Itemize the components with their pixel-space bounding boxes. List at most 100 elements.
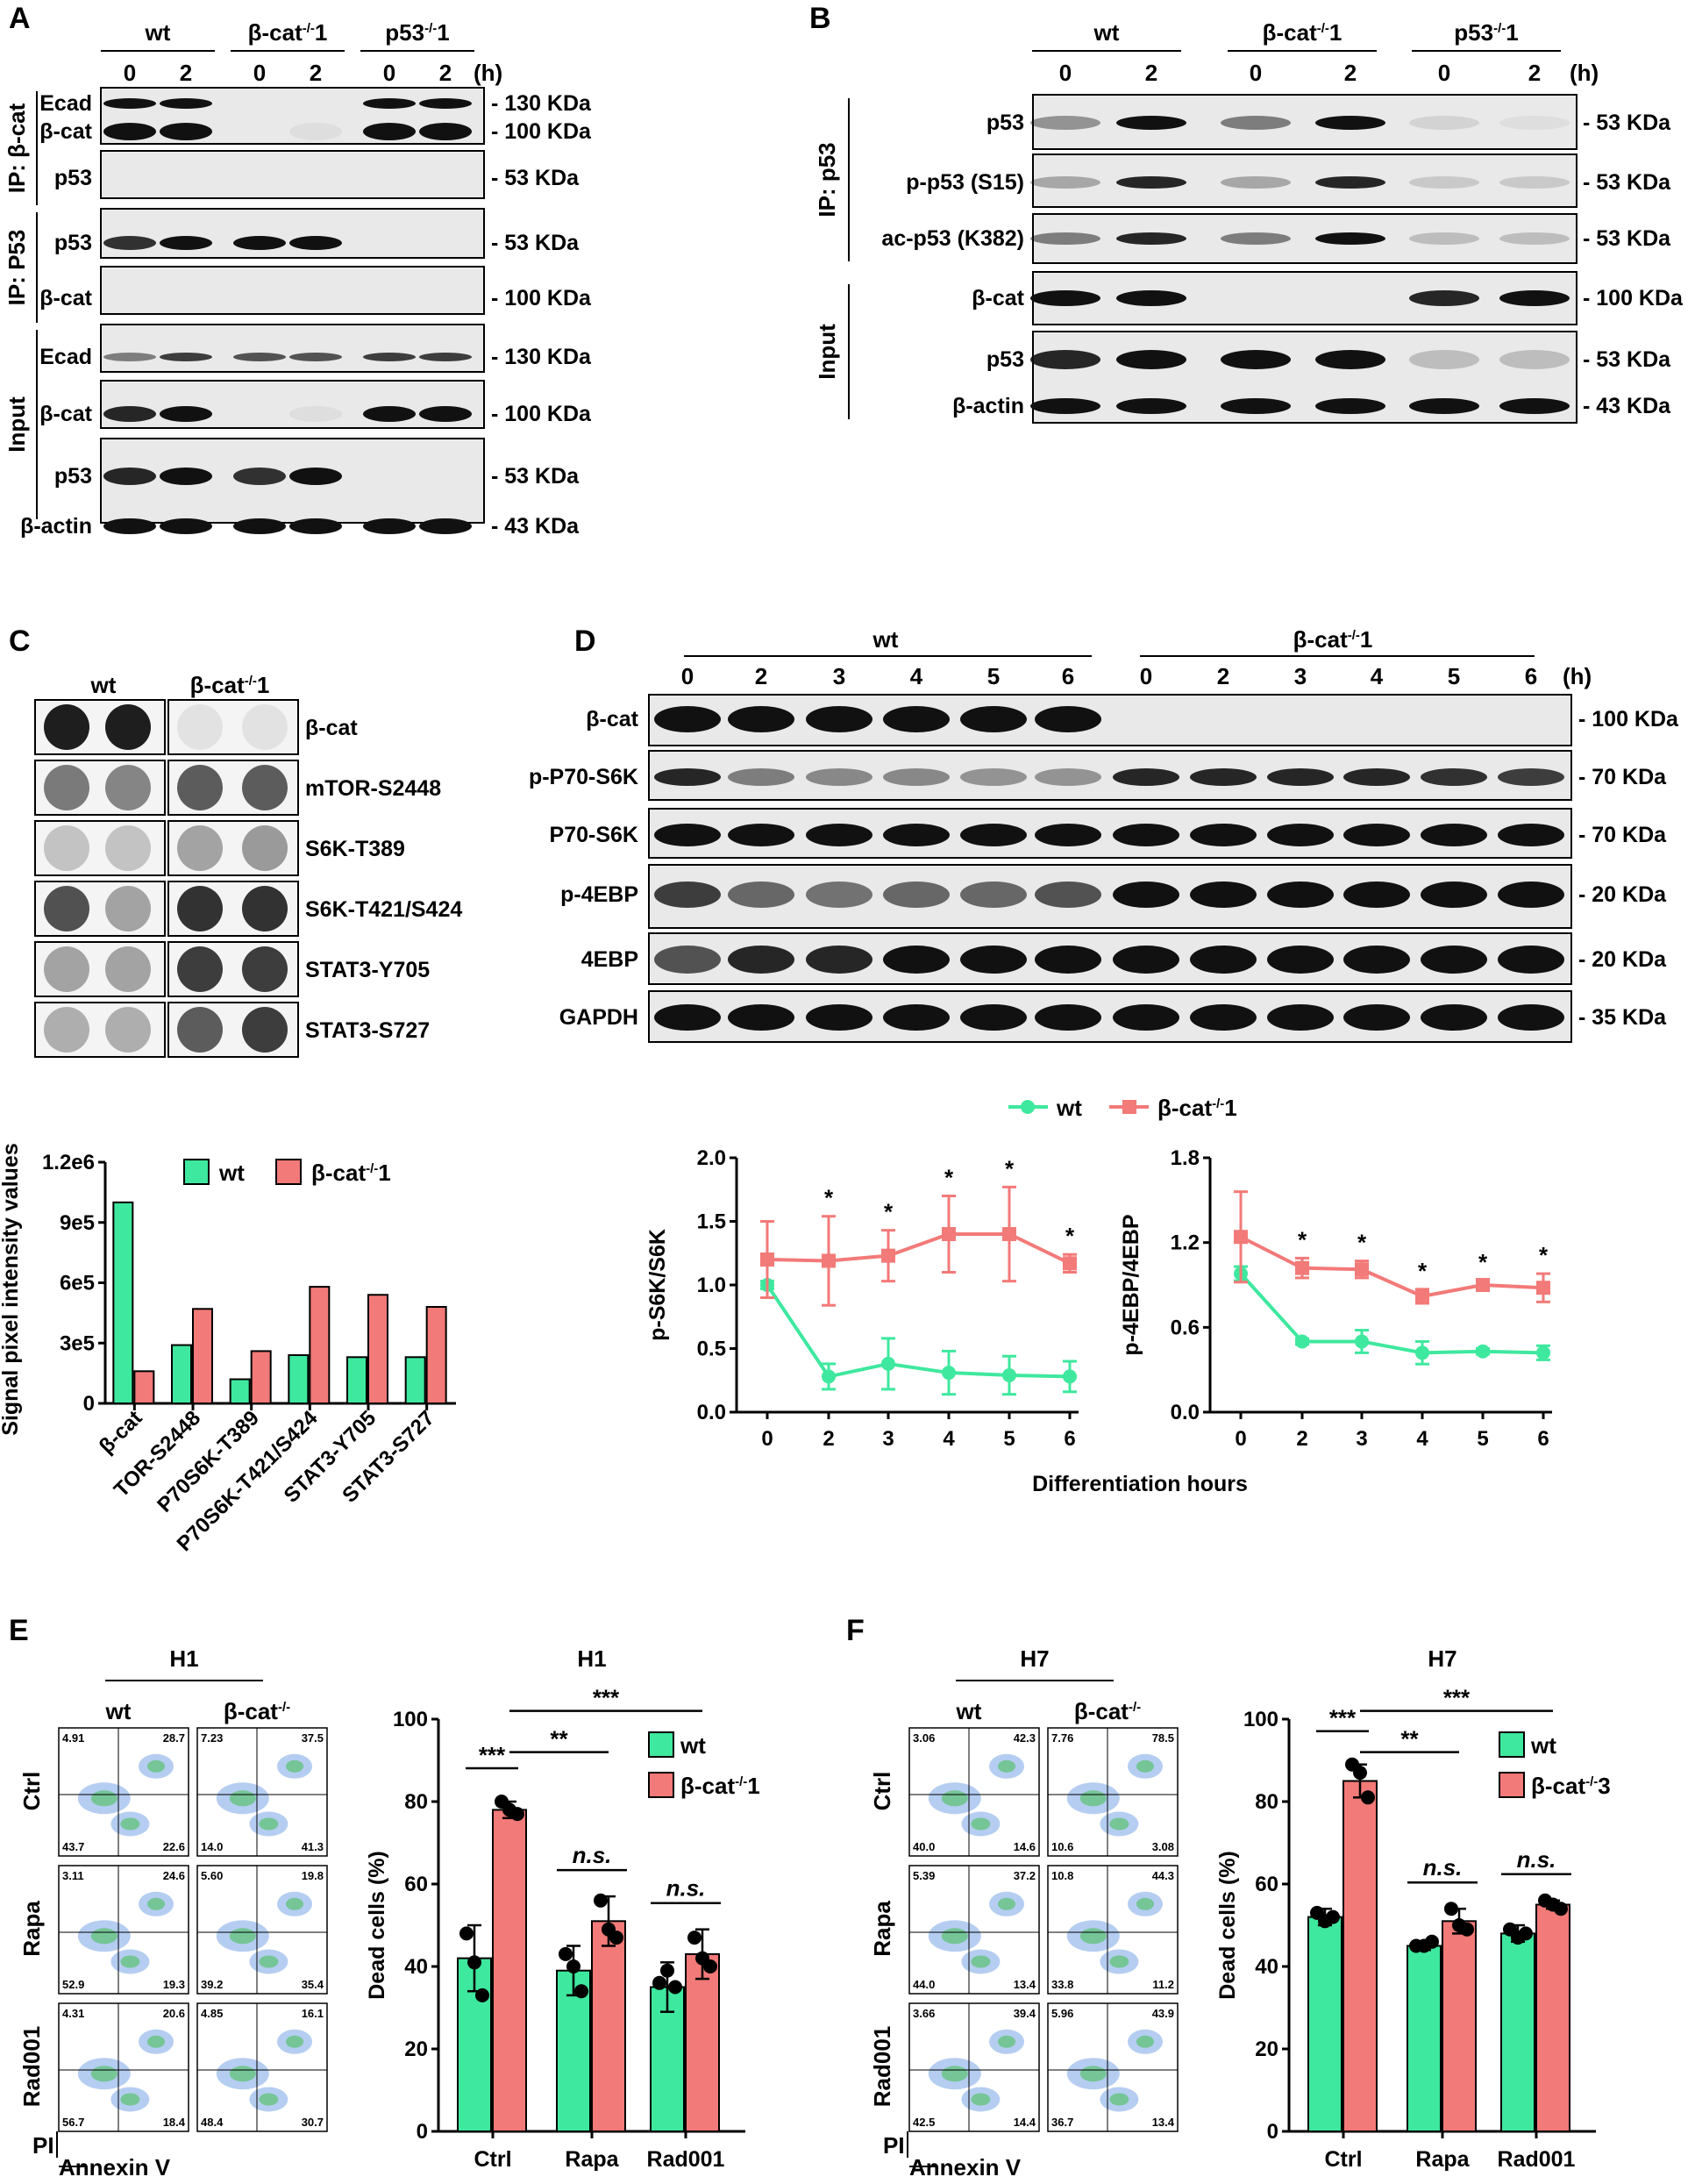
flow-row-label: Rapa xyxy=(869,1901,895,1957)
quadrant-value: 44.0 xyxy=(913,1978,935,1991)
band xyxy=(103,518,156,534)
array-box xyxy=(34,760,166,816)
quadrant-value: 40.0 xyxy=(913,1840,935,1853)
band xyxy=(1498,824,1564,846)
row-label: p-P70-S6K xyxy=(529,765,638,789)
y-tick-label: 0 xyxy=(83,1392,95,1416)
x-tick-label: Rad001 xyxy=(647,2147,725,2172)
kda-marker: - 53 KDa xyxy=(1583,347,1671,372)
band xyxy=(419,406,472,422)
array-row-label: S6K-T389 xyxy=(305,837,405,861)
data-point xyxy=(1002,1367,1016,1382)
kda-marker: - 100 KDa xyxy=(491,119,592,144)
flow-density-core xyxy=(259,1955,279,1968)
band xyxy=(883,706,950,732)
kda-marker: - 70 KDa xyxy=(1578,765,1667,789)
row-label: p53 xyxy=(986,347,1024,372)
bar xyxy=(1442,1920,1477,2133)
band xyxy=(1343,1004,1410,1031)
y-tick-label: 0 xyxy=(1267,2120,1278,2144)
band xyxy=(1221,176,1291,189)
quadrant-value: 39.2 xyxy=(201,1978,223,1991)
legend-label: β-cat-/-1 xyxy=(1157,1095,1237,1121)
data-point xyxy=(822,1369,836,1384)
band xyxy=(806,881,872,908)
data-point xyxy=(475,1988,489,2002)
y-tick-label: 0.5 xyxy=(697,1338,726,1361)
data-point xyxy=(687,1931,702,1945)
band xyxy=(233,467,286,485)
band xyxy=(289,353,342,361)
significance-label: ** xyxy=(550,1726,568,1752)
array-spot xyxy=(177,765,223,810)
timepoint: 0 xyxy=(1250,60,1262,86)
band xyxy=(289,518,342,534)
panel-c: Cwt β-cat-/-1 β-cat mTOR-S2448 S6K-T389 S6K-T… xyxy=(0,625,462,1556)
group-header: p53-/-1 xyxy=(1454,19,1518,46)
row-label: 4EBP xyxy=(581,947,638,972)
data-point xyxy=(609,1931,623,1945)
band xyxy=(1030,290,1100,306)
array-header: β-cat-/-1 xyxy=(190,672,270,698)
array-spot xyxy=(177,946,223,992)
quadrant-value: 13.4 xyxy=(1152,2116,1175,2129)
kda-marker: - 100 KDa xyxy=(491,402,592,426)
chart-title: H7 xyxy=(1428,1645,1456,1672)
group-header: wt xyxy=(145,19,171,46)
array-row-label: STAT3-Y705 xyxy=(305,958,430,982)
band xyxy=(1035,946,1101,974)
band xyxy=(289,123,342,140)
array-spot xyxy=(44,765,89,810)
quadrant-value: 48.4 xyxy=(201,2116,224,2129)
quadrant-value: 4.31 xyxy=(62,2007,84,2020)
quadrant-value: 13.4 xyxy=(1014,1978,1036,1991)
flow-density-core xyxy=(941,1790,968,1807)
quadrant-value: 42.5 xyxy=(913,2116,935,2129)
flow-plot xyxy=(1047,1865,1179,1995)
flow-density-core xyxy=(1136,1759,1154,1773)
quadrant-value: 7.23 xyxy=(201,1731,223,1745)
flow-density-core xyxy=(147,1759,165,1773)
flow-density-core xyxy=(229,1928,256,1945)
band xyxy=(363,518,416,534)
array-spot xyxy=(177,825,223,871)
significance-mark: * xyxy=(884,1199,894,1225)
band xyxy=(654,1004,721,1031)
y-tick-label: 80 xyxy=(404,1790,428,1814)
band xyxy=(160,236,212,250)
flow-density-core xyxy=(941,1928,968,1945)
y-tick-label: 0.6 xyxy=(1171,1316,1200,1339)
bar xyxy=(591,1920,626,2133)
band xyxy=(1116,232,1186,245)
band xyxy=(1421,768,1487,786)
array-spot xyxy=(44,1007,89,1053)
band xyxy=(1499,176,1570,189)
row-label: β-cat xyxy=(586,707,638,732)
y-tick-label: 2.0 xyxy=(697,1146,726,1170)
band xyxy=(160,98,212,109)
x-tick-label: Rapa xyxy=(1415,2147,1470,2172)
band xyxy=(806,946,872,974)
data-point xyxy=(942,1366,956,1381)
data-point xyxy=(459,1926,474,1941)
band xyxy=(160,518,212,534)
significance-mark: * xyxy=(944,1165,954,1191)
data-point xyxy=(1425,1934,1439,1949)
x-axis-label: Differentiation hours xyxy=(1032,1472,1248,1496)
data-point xyxy=(1444,1902,1458,1916)
band xyxy=(363,98,416,109)
band xyxy=(1030,398,1100,414)
band xyxy=(1409,116,1479,130)
band xyxy=(1030,176,1100,189)
data-point xyxy=(1415,1288,1429,1303)
x-tick-label: 2 xyxy=(1296,1427,1307,1451)
band xyxy=(160,406,212,422)
legend-label: β-cat-/-1 xyxy=(311,1160,391,1186)
row-label: Ecad xyxy=(39,345,92,369)
y-axis-label: Dead cells (%) xyxy=(1215,1851,1240,2000)
legend-label: β-cat-/-1 xyxy=(680,1773,760,1799)
x-tick-label: β-cat xyxy=(95,1406,147,1459)
band xyxy=(960,824,1027,846)
section-label: Input xyxy=(814,324,840,380)
